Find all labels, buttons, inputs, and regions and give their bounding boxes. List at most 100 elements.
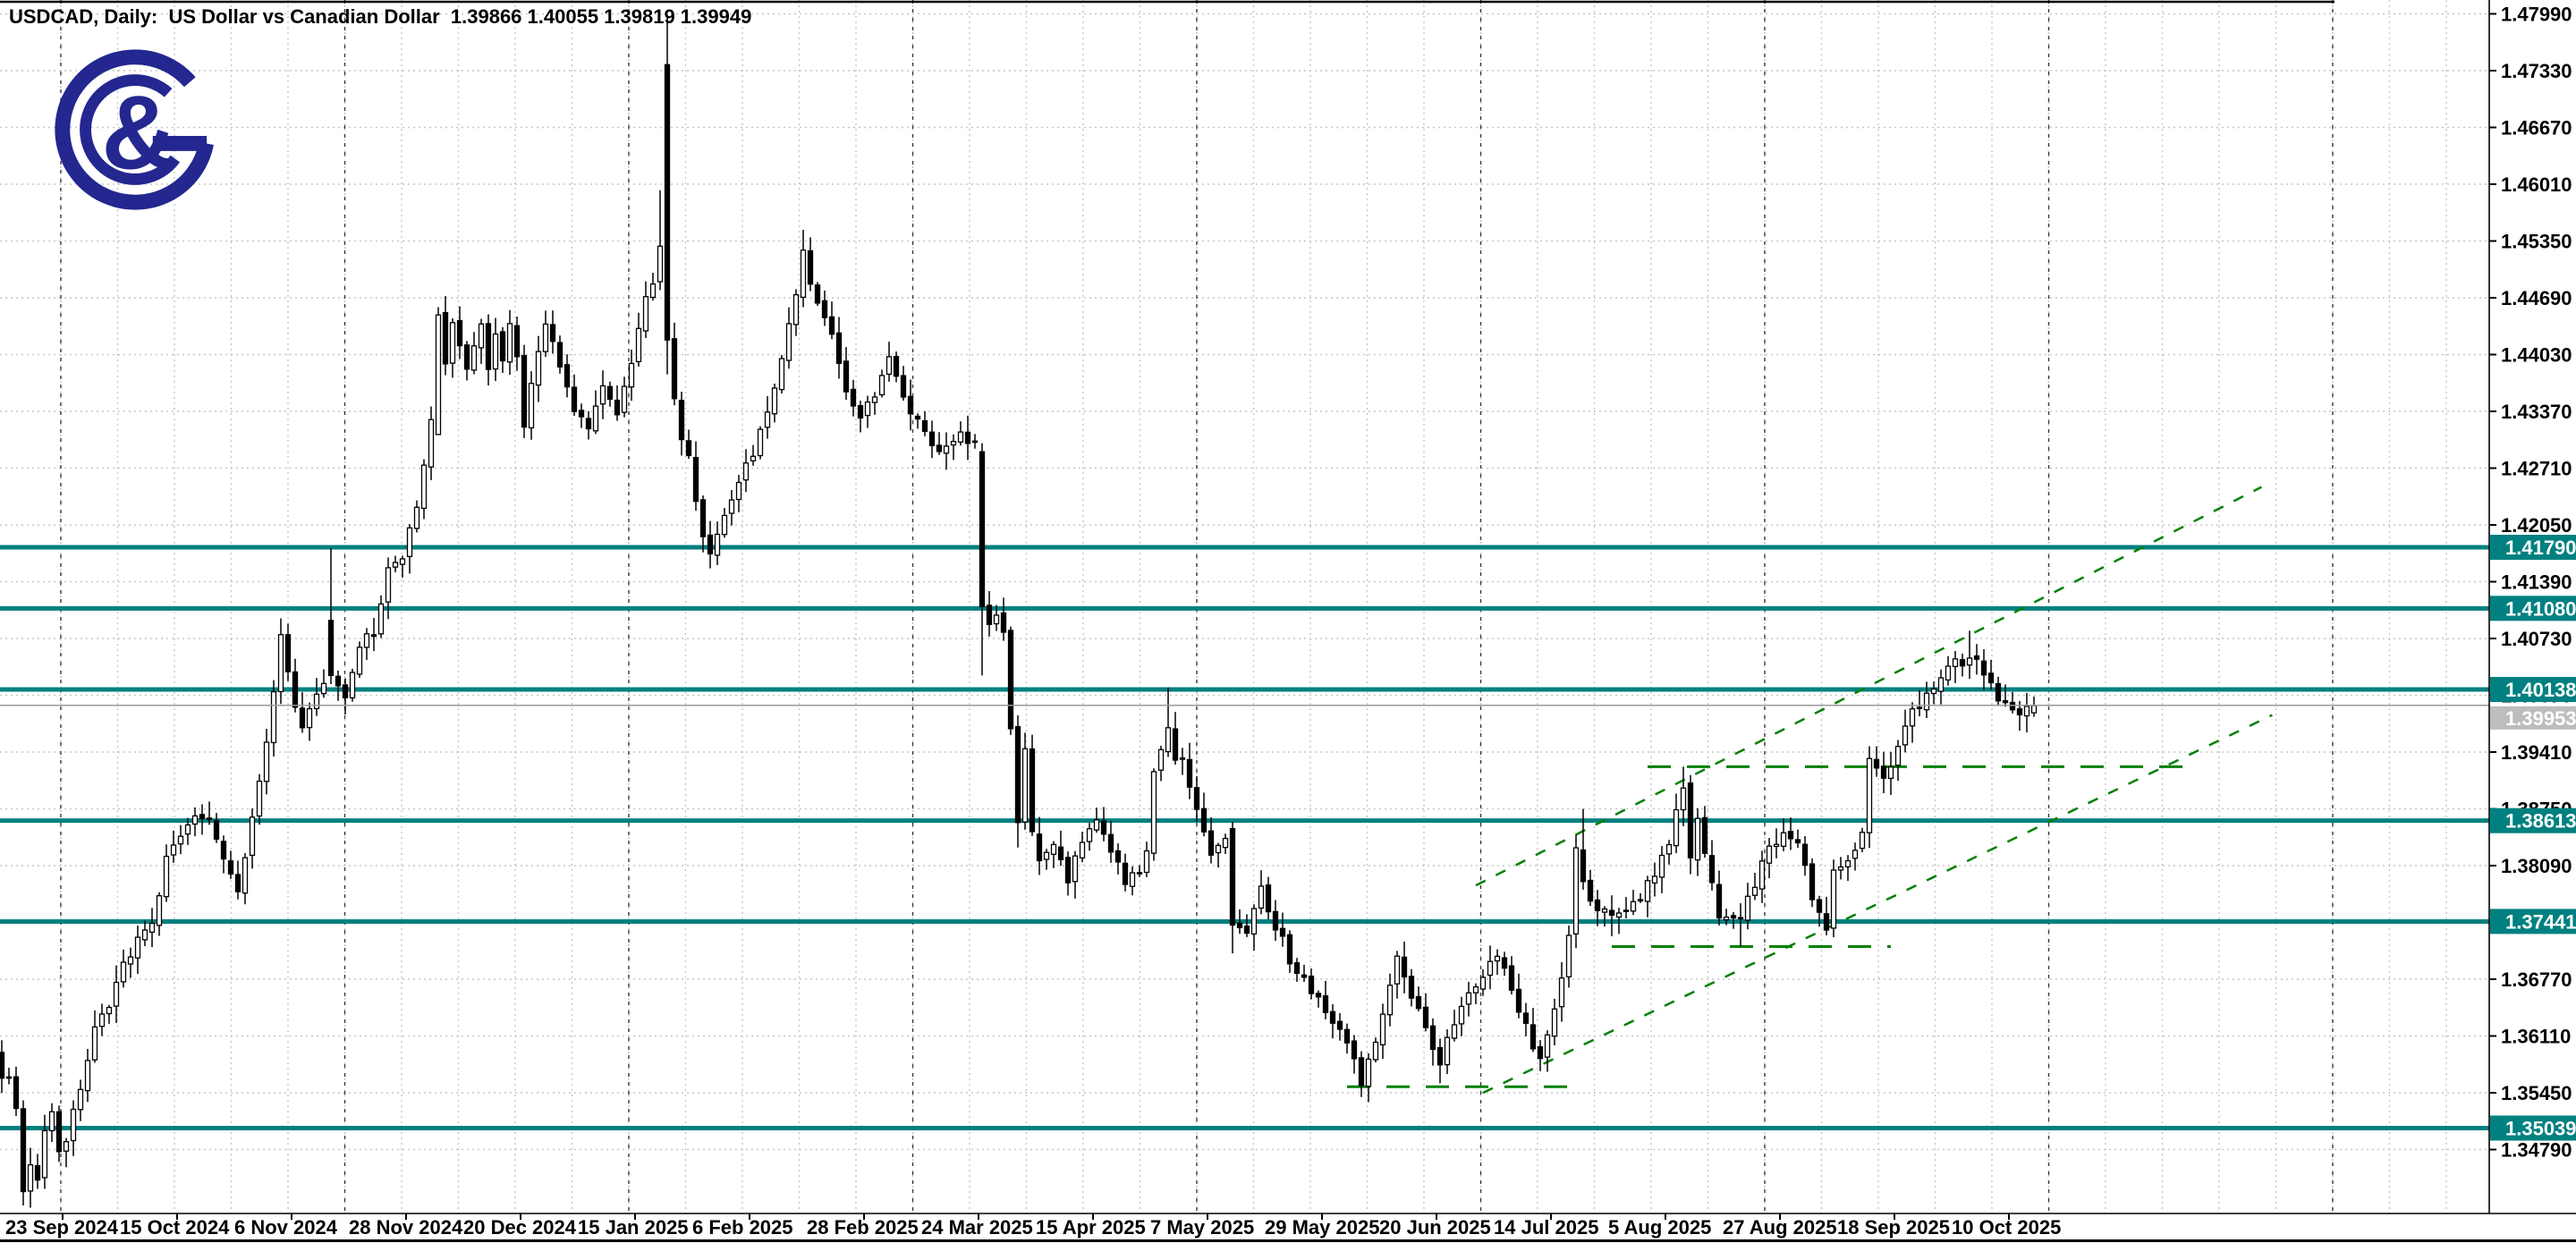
date-tick-label: 7 May 2025 <box>1150 1216 1254 1239</box>
level-price-badge <box>2490 535 2576 560</box>
price-tick-label: 1.44690 <box>2501 287 2572 309</box>
price-tick-label: 1.38090 <box>2501 855 2572 877</box>
candle-body <box>1014 725 1021 824</box>
level-badge-label: 1.35039 <box>2505 1118 2576 1140</box>
candle-body <box>127 956 134 965</box>
candle-body <box>1143 850 1150 874</box>
price-axis[interactable]: 1.47990 1.47330 1.46670 1.46010 1.45350 1.446… <box>2489 4 2576 1162</box>
candle-body <box>785 323 792 361</box>
candle-body <box>1458 1005 1465 1025</box>
candle-body <box>764 411 771 428</box>
candle-body <box>1744 895 1751 921</box>
candle-body <box>1716 884 1723 919</box>
date-tick-label: 18 Sep 2025 <box>1837 1216 1950 1239</box>
candle-body <box>1165 727 1172 753</box>
candle-body <box>27 1163 34 1192</box>
candle-body <box>13 1076 20 1110</box>
candle-body <box>678 400 685 441</box>
candle-body <box>506 323 513 363</box>
price-tick-label: 1.44030 <box>2501 344 2572 367</box>
candle-body <box>1479 977 1487 990</box>
candle-body <box>306 707 313 729</box>
candle-body <box>1007 630 1014 730</box>
candle-body <box>1665 843 1673 855</box>
candle-body <box>1422 1006 1429 1028</box>
candle-body <box>1322 995 1329 1013</box>
candle-body <box>642 296 649 332</box>
candle-body <box>420 464 428 510</box>
price-tick-label: 1.35450 <box>2501 1082 2572 1104</box>
candle-body <box>1172 728 1179 761</box>
candle-body <box>1801 843 1809 867</box>
candle-body <box>1072 855 1079 883</box>
candle-body <box>1515 988 1522 1013</box>
candle-body <box>1773 843 1780 848</box>
candle-body <box>1558 977 1565 1008</box>
candle-body <box>220 841 227 860</box>
level-badge-label: 1.41080 <box>2505 597 2576 620</box>
price-tick-label: 1.45350 <box>2501 231 2572 253</box>
candle-body <box>70 1108 77 1142</box>
candle-body <box>1966 657 1973 666</box>
candle-body <box>470 345 478 371</box>
price-tick-label: 1.36110 <box>2501 1026 2571 1048</box>
candle-body <box>728 499 735 514</box>
candle-body <box>1200 808 1208 833</box>
candle-body <box>857 405 864 419</box>
candle-body <box>513 325 521 358</box>
candle-body <box>1107 833 1114 853</box>
candle-body <box>1794 839 1801 844</box>
candle-body <box>242 857 249 894</box>
candle-body <box>63 1141 70 1152</box>
candle-body <box>206 817 213 820</box>
candle-body <box>485 323 492 370</box>
price-tick-label: 1.40730 <box>2501 628 2572 650</box>
candle-body <box>900 375 907 398</box>
candle-body <box>1787 831 1794 840</box>
date-axis[interactable]: 23 Sep 2024 15 Oct 2024 6 Nov 2024 28 Nov 2… <box>5 1213 2061 1239</box>
candle-body <box>1630 901 1637 912</box>
candle-body <box>392 562 399 568</box>
date-tick-label: 6 Feb 2025 <box>692 1216 793 1239</box>
candle-body <box>835 332 843 364</box>
candle-body <box>1150 771 1157 854</box>
candle-body <box>184 824 191 835</box>
candle-body <box>843 360 850 393</box>
candle-body <box>98 1013 106 1027</box>
candle-body <box>113 981 120 1007</box>
candle-body <box>542 323 549 352</box>
candle-body <box>685 440 692 457</box>
candle-body <box>1408 976 1415 999</box>
trendlines[interactable] <box>1347 486 2273 1095</box>
candle-body <box>1451 1024 1458 1039</box>
candle-body <box>592 405 599 432</box>
candle-body <box>1114 850 1122 863</box>
candle-body <box>55 1111 63 1153</box>
candle-body <box>320 682 327 695</box>
candle-body <box>1708 855 1716 884</box>
price-tick-label: 1.42050 <box>2501 514 2572 537</box>
candle-body <box>964 431 971 444</box>
candle-body <box>1064 857 1072 884</box>
candle-body <box>535 351 542 386</box>
date-tick-label: 10 Oct 2025 <box>1952 1216 2061 1239</box>
broker-logo: & <box>47 41 224 218</box>
candle-body <box>428 419 435 468</box>
candle-body <box>1894 746 1902 766</box>
candle-body <box>20 1108 27 1193</box>
candle-body <box>191 815 199 825</box>
support-resistance-levels[interactable] <box>0 545 2489 1131</box>
candle-body <box>156 895 163 926</box>
candle-body <box>377 603 385 635</box>
candle-body <box>1766 845 1773 864</box>
candle-body <box>1658 854 1665 878</box>
candle-body <box>1000 612 1007 633</box>
candle-body <box>528 383 535 429</box>
candle-body <box>957 431 964 443</box>
period-separators <box>60 0 2334 1213</box>
candle-body <box>878 375 886 396</box>
candle-body <box>349 672 356 699</box>
